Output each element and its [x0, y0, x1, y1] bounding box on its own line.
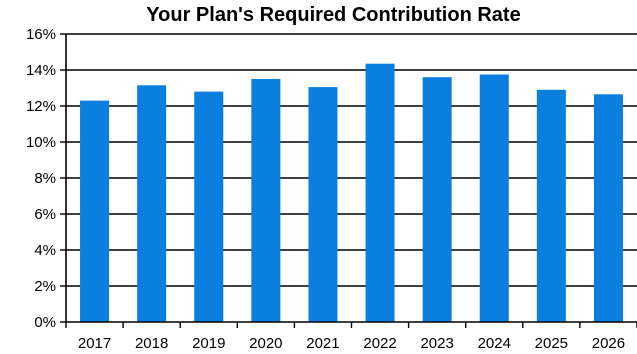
y-tick-label: 2%	[34, 278, 56, 295]
bar-2017	[80, 100, 110, 322]
y-tick-labels: 0% 2% 4% 6% 8% 10% 12% 14% 16%	[26, 26, 56, 331]
x-tick-label: 2024	[478, 335, 511, 352]
x-tick-label: 2019	[192, 335, 225, 352]
bar-2022	[365, 63, 395, 322]
bar-2018	[137, 85, 167, 322]
x-tick-label: 2025	[535, 335, 568, 352]
bar-2019	[194, 91, 224, 322]
bars	[80, 63, 623, 322]
y-tick-label: 16%	[26, 26, 56, 43]
x-tick-label: 2026	[592, 335, 625, 352]
x-tick-labels: 2017 2018 2019 2020 2021 2022 2023 2024 2025 2026	[78, 335, 625, 352]
x-tick-label: 2021	[306, 335, 339, 352]
bar-2020	[251, 79, 281, 322]
bar-2026	[593, 94, 623, 322]
y-tick-label: 6%	[34, 206, 56, 223]
y-tick-label: 12%	[26, 98, 56, 115]
y-tick-label: 8%	[34, 170, 56, 187]
bar-2025	[536, 89, 566, 322]
x-tick-label: 2017	[78, 335, 111, 352]
bar-2024	[479, 74, 509, 322]
bar-2021	[308, 87, 338, 322]
y-tick-label: 4%	[34, 242, 56, 259]
x-tick-label: 2023	[420, 335, 453, 352]
y-tick-label: 10%	[26, 134, 56, 151]
y-tick-label: 0%	[34, 314, 56, 331]
bar-2023	[422, 77, 452, 322]
y-tick-label: 14%	[26, 62, 56, 79]
x-tick-label: 2022	[363, 335, 396, 352]
x-tick-label: 2020	[249, 335, 282, 352]
x-tick-label: 2018	[135, 335, 168, 352]
axes	[60, 33, 637, 328]
chart-title: Your Plan's Required Contribution Rate	[146, 4, 521, 26]
